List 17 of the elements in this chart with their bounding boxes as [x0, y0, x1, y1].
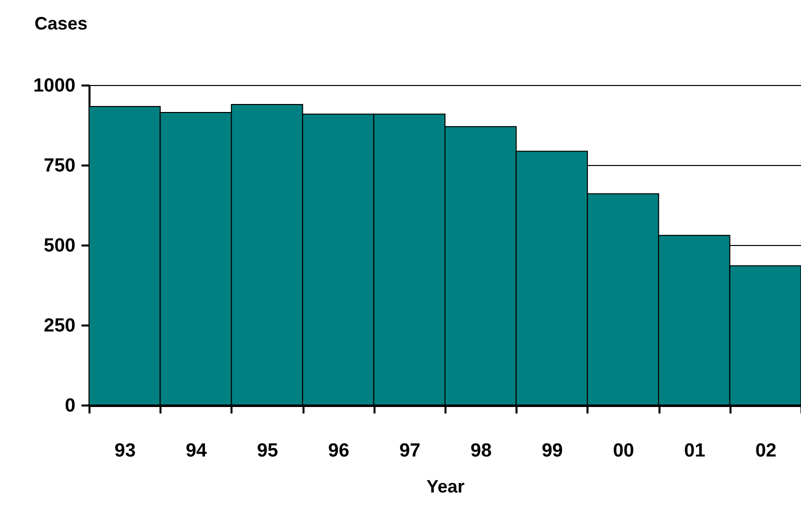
y-axis-title: Cases	[34, 14, 88, 34]
y-tick-label: 500	[44, 236, 76, 256]
x-tick-label: 02	[755, 440, 776, 462]
x-tick-label: 94	[186, 440, 208, 462]
y-tick-label: 0	[64, 396, 76, 416]
y-tick-label: 250	[44, 316, 76, 336]
x-tick-label: 99	[542, 440, 563, 462]
x-tick-label: 98	[470, 440, 492, 462]
x-tick-label: 00	[612, 440, 634, 462]
x-axis-title: Year	[426, 476, 465, 496]
y-tick-label: 750	[44, 156, 76, 176]
x-tick-label: 97	[399, 440, 420, 462]
x-tick-label: 95	[256, 440, 278, 462]
x-tick-label: 96	[328, 440, 350, 462]
x-tick-label: 01	[684, 440, 706, 462]
x-tick-label: 93	[114, 440, 136, 462]
y-tick-label: 1000	[33, 76, 76, 96]
